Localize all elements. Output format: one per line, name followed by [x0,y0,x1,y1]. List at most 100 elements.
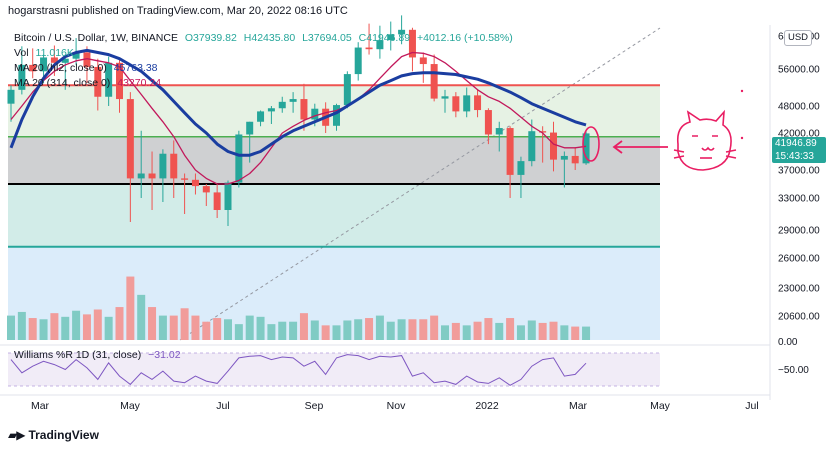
candle [506,126,514,198]
price-axis[interactable]: 64000.0056000.0048000.0042000.0037000.00… [778,32,820,323]
candle-body [137,173,145,179]
candle [571,147,579,170]
ma-fast-value: 43270.24 [117,77,162,89]
time-tick-label: May [650,400,671,412]
volume-bar [451,322,460,340]
candle [105,56,113,106]
candle [289,92,297,113]
candle [582,131,590,165]
ma-fast-line [10,51,587,185]
volume-legend[interactable]: Vol 11.016K [14,47,74,59]
candle-body [452,96,460,112]
candle-body [365,47,373,50]
volume-bar [137,294,146,340]
candle [517,156,525,198]
candle-body [311,108,319,120]
candle-body [213,192,221,210]
volume-bars [7,276,591,340]
volume-bar [549,321,558,340]
ma-fast-legend[interactable]: MA 20 (314, close 0) 43270.24 [14,77,161,89]
candle-body [376,40,384,50]
bar-countdown: 15:43:33 [775,151,814,162]
candle [452,92,460,118]
price-tick-label: 33000.00 [778,194,820,205]
volume-bar [560,325,569,340]
tradingview-logo[interactable]: ▰▶ TradingView [8,428,99,442]
volume-bar [365,318,374,340]
price-tick-label: 20600.00 [778,312,820,323]
candle [333,103,340,131]
candle-body [441,96,449,99]
candle [484,108,492,145]
williams-r-line [10,354,587,386]
candle-body [419,57,427,65]
volume-bar [516,325,525,340]
volume-bar [441,325,449,340]
moving-averages [9,48,587,185]
currency-button[interactable]: USD [784,30,812,46]
candle-body [517,161,525,175]
arrow-drawing [612,140,668,154]
candle [387,21,395,51]
candle-body [202,186,210,193]
time-axis[interactable]: Mar May Jul Sep Nov 2022 Mar May Jul [31,400,759,412]
candle [235,130,243,188]
candle [181,173,189,214]
candle [495,121,503,152]
candle [137,130,145,198]
volume-bar [289,321,298,340]
williams-legend[interactable]: Williams %R 1D (31, close) −31.02 [14,349,181,361]
candle [7,85,15,122]
candle-body [387,34,395,41]
candle [474,89,482,118]
time-tick-label: May [120,400,141,412]
volume-bar [375,315,384,340]
volume-bar [571,326,580,340]
volume-bar [332,325,341,340]
volume-bar [148,307,157,340]
volume-bar [93,309,102,340]
volume-bar [61,316,70,340]
candle [267,106,275,124]
volume-bar [408,319,417,340]
volume-bar [256,316,265,340]
last-price-label: 41946.89 15:43:33 [772,137,826,163]
candle-body [191,179,199,187]
candle [365,23,373,55]
candle-body [267,108,275,112]
candle [343,71,351,109]
candle-body [105,62,113,97]
symbol-legend[interactable]: Bitcoin / U.S. Dollar, 1W, BINANCE O3793… [14,32,513,44]
zone-consolidation-band [8,136,660,184]
ma-slow-legend[interactable]: MA 20 (hl2, close 0) 45763.38 [14,62,158,74]
cat-doodle-drawing [673,109,737,171]
volume-bar [386,321,395,340]
last-price-value: 41946.89 [775,138,817,149]
candle [419,52,427,83]
price-tick-label: 48000.00 [778,102,820,113]
time-tick-label: Jul [216,400,229,412]
volume-bar [495,322,504,340]
candle-body [300,99,308,120]
volume-bar [267,324,276,340]
candle-body [506,128,514,175]
volume-bar [462,325,471,340]
candle-body [224,182,232,210]
candle-body [333,105,340,126]
candle-body [18,64,26,90]
ohlc-open: O37939.82 [184,32,237,44]
price-tick-label: 42000.00 [778,129,820,140]
candle-body [126,99,134,179]
williams-tick-minus50: −50.00 [778,365,809,376]
volume-bar [538,322,547,340]
dot-drawing-2 [740,136,744,140]
volume-bar [7,315,15,340]
highlight-circle-drawing [582,126,600,162]
volume-bar [115,307,124,340]
volume-bar [180,308,189,340]
price-tick-label: 26000.00 [778,254,820,265]
volume-bar [310,320,319,340]
candle-body [495,128,503,135]
candle-body [289,99,297,102]
volume-bar [397,319,406,340]
